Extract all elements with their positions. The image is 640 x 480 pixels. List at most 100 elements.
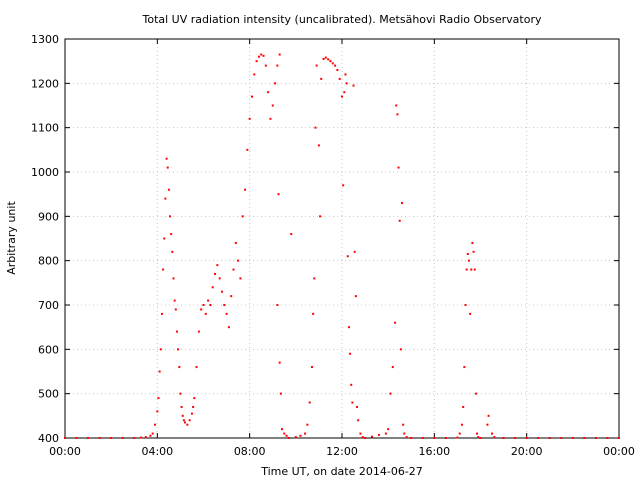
- y-axis-label: Arbitrary unit: [5, 201, 18, 275]
- data-point: [177, 348, 180, 351]
- data-point: [87, 437, 90, 439]
- data-point: [342, 184, 345, 187]
- data-point: [166, 166, 169, 169]
- data-point: [257, 55, 260, 58]
- data-point: [537, 437, 540, 439]
- data-point: [237, 259, 240, 262]
- data-point: [232, 268, 235, 271]
- data-point: [173, 299, 176, 302]
- data-point: [159, 348, 162, 351]
- data-point: [462, 405, 465, 408]
- data-point: [352, 84, 355, 87]
- data-point: [200, 308, 203, 311]
- data-point: [525, 437, 528, 439]
- data-point: [391, 366, 394, 369]
- plot-grid: [65, 39, 619, 438]
- data-point: [486, 423, 489, 426]
- data-point: [290, 233, 293, 236]
- data-point: [384, 432, 387, 435]
- data-point: [312, 312, 315, 315]
- data-point: [241, 215, 244, 218]
- data-point: [225, 312, 228, 315]
- data-point: [220, 290, 223, 293]
- data-point: [479, 437, 482, 439]
- data-point: [324, 56, 327, 59]
- x-axis-label: Time UT, on date 2014-06-27: [260, 465, 423, 478]
- data-point: [255, 60, 258, 63]
- data-point: [467, 259, 470, 262]
- data-point: [239, 277, 242, 280]
- x-tick-label: 08:00: [234, 445, 266, 458]
- data-point: [121, 437, 124, 439]
- data-point: [356, 405, 359, 408]
- data-point: [461, 423, 464, 426]
- data-point: [277, 193, 280, 196]
- data-point: [458, 432, 461, 435]
- data-point: [264, 64, 267, 67]
- data-point: [313, 277, 316, 280]
- data-point: [353, 250, 356, 253]
- data-point: [444, 437, 447, 439]
- data-point: [314, 126, 317, 129]
- y-tick-label: 500: [38, 388, 59, 401]
- data-point: [140, 436, 143, 439]
- data-point: [398, 219, 401, 222]
- data-point: [98, 437, 101, 439]
- data-point: [343, 91, 346, 94]
- data-point: [514, 437, 517, 439]
- data-point: [306, 423, 309, 426]
- y-tick-label: 1000: [31, 166, 59, 179]
- data-point: [184, 421, 187, 424]
- x-tick-label: 12:00: [326, 445, 358, 458]
- data-point: [75, 437, 78, 439]
- x-tick-label: 04:00: [141, 445, 173, 458]
- data-point: [347, 326, 350, 329]
- data-point: [133, 437, 136, 439]
- y-tick-label: 900: [38, 210, 59, 223]
- data-point: [470, 268, 473, 271]
- data-point: [472, 250, 475, 253]
- data-point: [216, 264, 219, 267]
- data-point: [394, 321, 397, 324]
- data-point: [405, 436, 408, 439]
- data-point: [403, 432, 406, 435]
- data-point: [401, 202, 404, 205]
- data-point: [299, 434, 302, 437]
- data-point: [315, 64, 318, 67]
- data-point: [204, 312, 207, 315]
- data-point: [144, 436, 147, 439]
- data-point: [276, 64, 279, 67]
- data-point: [260, 53, 263, 56]
- data-point: [317, 144, 320, 147]
- data-point: [322, 57, 325, 60]
- data-point: [466, 253, 469, 256]
- data-point: [165, 157, 168, 160]
- data-point: [172, 277, 175, 280]
- data-point: [214, 272, 217, 275]
- data-point: [156, 410, 159, 413]
- data-point: [158, 370, 161, 373]
- data-point: [64, 437, 66, 439]
- data-point: [170, 233, 173, 236]
- x-tick-label: 00:00: [603, 445, 635, 458]
- data-point: [230, 295, 233, 298]
- data-point: [197, 330, 200, 333]
- y-tick-label: 1200: [31, 77, 59, 90]
- x-tick-label: 00:00: [49, 445, 81, 458]
- data-point: [202, 304, 205, 306]
- data-point: [344, 73, 347, 76]
- data-point: [188, 419, 191, 422]
- data-point: [491, 432, 494, 435]
- data-point: [502, 437, 505, 439]
- data-point: [253, 73, 256, 76]
- y-tick-label: 1100: [31, 122, 59, 135]
- data-point: [157, 397, 160, 400]
- data-point: [354, 295, 357, 298]
- data-point: [308, 401, 311, 404]
- data-point: [364, 437, 367, 439]
- data-point: [151, 432, 154, 435]
- data-point: [182, 419, 185, 422]
- data-point: [473, 268, 476, 271]
- data-point: [471, 241, 474, 244]
